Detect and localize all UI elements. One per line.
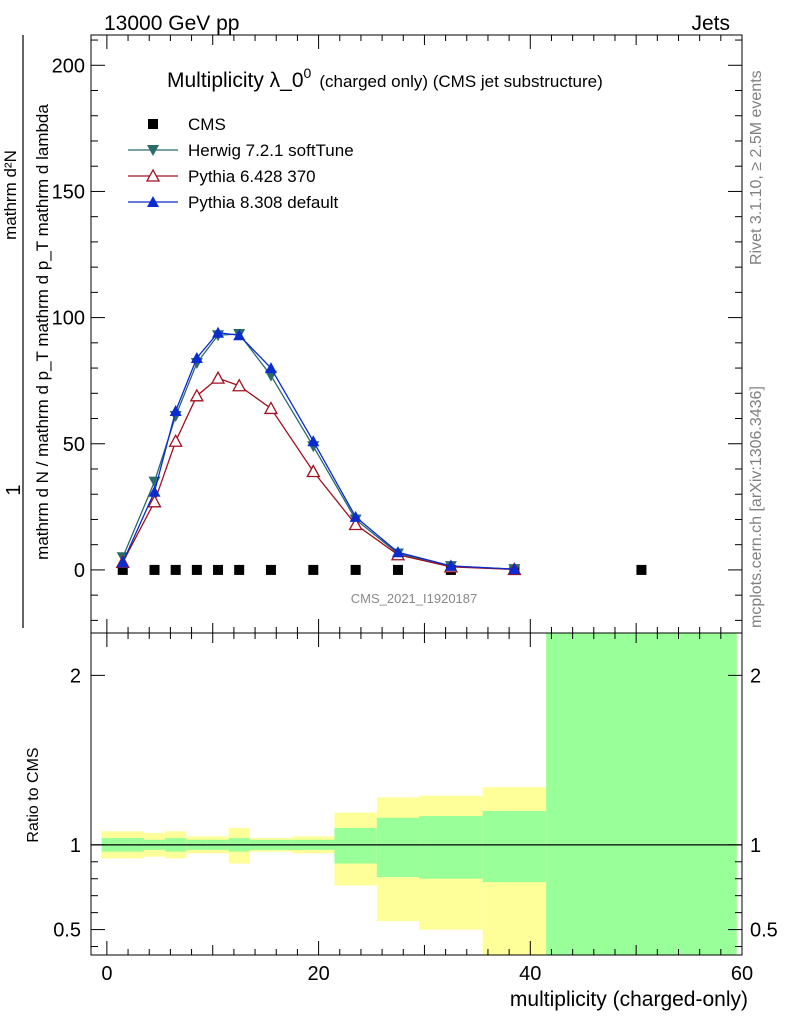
data-point-pythia-8-308-default (264, 362, 277, 374)
ratio-y-tick-label-right: 2 (750, 665, 761, 687)
header-energy: 13000 GeV pp (104, 12, 239, 35)
legend-marker (145, 168, 161, 182)
ratio-frame (90, 632, 743, 956)
data-point-pythia-8-308-default (391, 546, 404, 558)
y-axis-label-numerator: mathrm d²N (1, 150, 20, 240)
data-point-pythia-8-308-default (444, 559, 457, 571)
ratio-bands (91, 633, 742, 955)
y-tick-label: 100 (52, 308, 85, 330)
data-point-cms (308, 564, 319, 575)
data-point-pythia-8-308-default (233, 329, 246, 341)
main-panel: Multiplicity λ_00 (charged only) (CMS jet… (1, 34, 743, 634)
ratio-y-tick-label-left: 0.5 (53, 920, 81, 942)
ratio-y-label: Ratio to CMS (25, 747, 42, 842)
data-point-cms (191, 564, 202, 575)
ratio-ticks (91, 633, 743, 955)
legend-label: CMS (188, 115, 226, 134)
ratio-xtick-labels: 0 20 40 60 (101, 963, 753, 985)
data-point-pythia-6-428-370 (348, 517, 363, 531)
data-point-pythia-6-428-370 (147, 494, 162, 508)
data-point-pythia-8-308-default (116, 556, 129, 568)
legend-marker (148, 119, 158, 129)
source-label: mcplots.cern.ch [arXiv:1306.3436] (748, 386, 765, 628)
analysis-watermark: CMS_2021_I1920187 (351, 591, 478, 606)
legend-marker (147, 145, 159, 156)
ratio-y-tick-label-right: 0.5 (750, 920, 778, 942)
data-point-cms (117, 564, 128, 575)
data-point-pythia-8-308-default (212, 326, 225, 338)
y-tick-label: 150 (52, 181, 85, 203)
chart-title-main: Multiplicity λ_0 (167, 69, 304, 92)
chart-title-suffix: (charged only) (CMS jet substructure) (319, 72, 602, 91)
data-point-cms (234, 564, 245, 575)
main-series (115, 326, 647, 576)
x-axis-label: multiplicity (charged-only) (510, 988, 748, 1011)
data-point-cms (636, 564, 647, 575)
data-point-cms (392, 564, 403, 575)
data-point-cms (350, 564, 361, 575)
y-tick-label: 50 (63, 434, 85, 456)
legend-label: Herwig 7.2.1 softTune (188, 141, 354, 160)
data-point-cms (149, 564, 160, 575)
legend-label: Pythia 8.308 default (188, 193, 339, 212)
y-tick-label: 0 (74, 560, 85, 582)
y-tick-label: 200 (52, 55, 85, 77)
ratio-x-tick-label: 60 (731, 963, 753, 985)
data-point-pythia-6-428-370 (306, 464, 321, 478)
y-axis-label-top: 1 (3, 484, 25, 495)
ratio-ytick-labels: 0.5 0.5 1 1 2 2 (53, 665, 778, 941)
data-point-pythia-6-428-370 (168, 433, 183, 447)
main-ticks (91, 35, 743, 633)
data-point-pythia-8-308-default (508, 563, 521, 575)
data-point-pythia-8-308-default (307, 435, 320, 447)
rivet-version-label: Rivet 3.1.10, ≥ 2.5M events (748, 70, 765, 265)
data-point-cms (213, 564, 224, 575)
ratio-x-tick-label: 40 (519, 963, 541, 985)
main-ytick-labels: 0 50 100 150 200 (52, 55, 85, 582)
data-point-cms (170, 564, 181, 575)
ratio-band-inner (546, 633, 737, 955)
legend: CMS Herwig 7.2.1 softTune Pythia 6.428 370… (128, 115, 354, 212)
data-point-pythia-6-428-370 (263, 401, 279, 415)
series-line-pythia-6-428-370 (122, 377, 515, 571)
ratio-panel: Ratio to CMS 0.5 0.5 1 1 2 2 0 20 40 60 multipli… (25, 632, 778, 1011)
y-axis-label-bottom: mathrm d N / mathrm d p_T mathrm d p_T m… (33, 104, 52, 560)
legend-label: Pythia 6.428 370 (188, 167, 316, 186)
ratio-x-tick-label: 0 (101, 963, 112, 985)
data-point-pythia-6-428-370 (189, 388, 204, 402)
series-line-pythia-8-308-default (122, 332, 515, 570)
data-point-pythia-6-428-370 (232, 378, 247, 392)
data-point-cms (265, 564, 276, 575)
data-point-pythia-6-428-370 (210, 370, 226, 384)
ratio-x-tick-label: 20 (307, 963, 329, 985)
data-point-pythia-8-308-default (349, 510, 362, 522)
ratio-band-inner (376, 817, 420, 878)
data-point-pythia-8-308-default (148, 485, 161, 497)
header-process: Jets (691, 12, 730, 35)
ratio-y-tick-label-left: 1 (70, 835, 81, 857)
ratio-band-inner (334, 827, 377, 864)
ratio-band-inner (419, 816, 483, 879)
data-point-pythia-8-308-default (169, 404, 182, 416)
data-point-pythia-8-308-default (190, 351, 203, 363)
ratio-band-inner (482, 810, 547, 883)
ratio-y-tick-label-right: 1 (750, 835, 761, 857)
chart-title: Multiplicity λ_00 (charged only) (CMS jet… (167, 65, 603, 92)
chart-title-sup: 0 (304, 65, 312, 81)
ratio-y-tick-label-left: 2 (70, 665, 81, 687)
legend-marker (147, 196, 159, 207)
